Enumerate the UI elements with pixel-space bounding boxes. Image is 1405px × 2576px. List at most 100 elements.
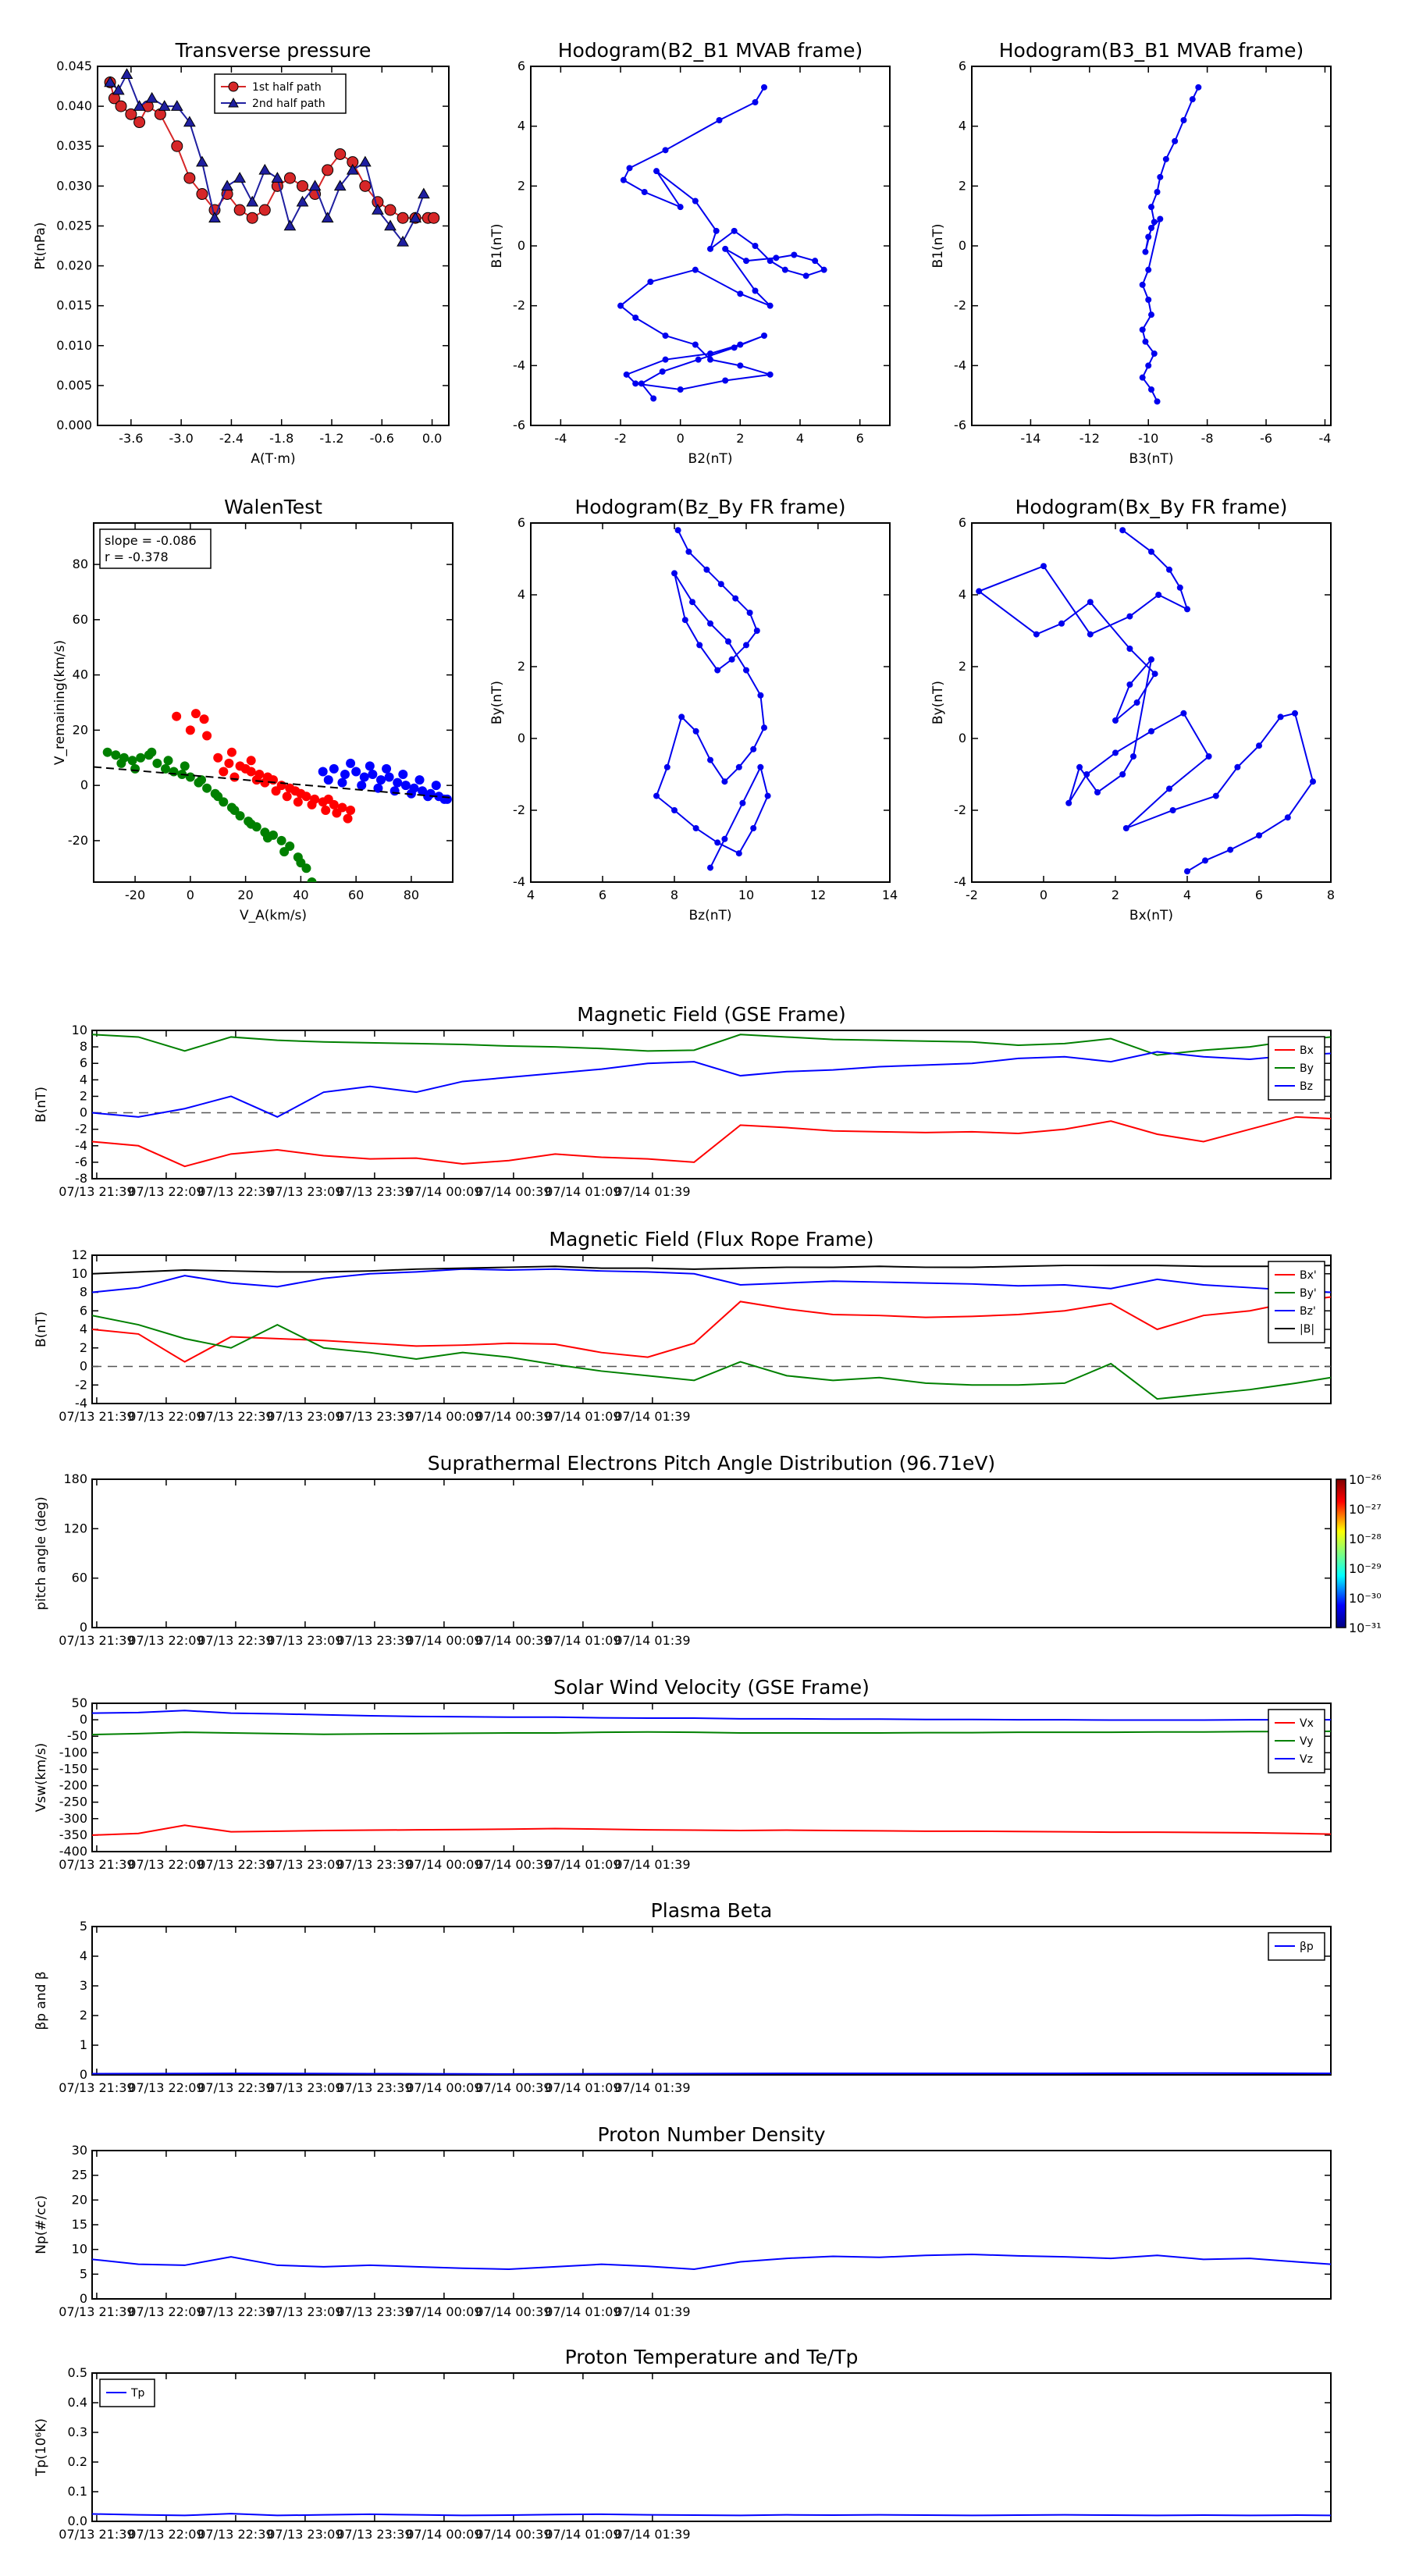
walen-test-series-0-point (246, 756, 256, 766)
panel-hodogram-b3-b1: Hodogram(B3_B1 MVAB frame) -14 -12 -10 -8 -6 -… (930, 39, 1332, 467)
hodogram-bz-by-series-0-point (721, 835, 728, 842)
beta-data (92, 2072, 1331, 2075)
walen-test-series-0-point (260, 777, 270, 788)
hodogram-bx-by-series-0-point (1284, 814, 1291, 821)
hodogram-b2-b1-ytick-label: -2 (513, 298, 525, 313)
vsw-ytick-label: -200 (59, 1778, 87, 1793)
hodogram-b2-b1-series-0-point (707, 245, 713, 252)
np-xtick-label: 07/14 01:39 (614, 2304, 690, 2319)
mag-fr-ytick-label: 2 (80, 1340, 87, 1355)
hodogram-bz-by-series-0-point (757, 692, 764, 699)
transverse-pressure-series-1-point (183, 116, 196, 127)
walen-test-series-1-point (213, 792, 223, 802)
transverse-pressure-series-1-point (271, 172, 284, 183)
tp-xtick-label: 07/14 01:09 (545, 2527, 621, 2542)
np-xtick-label: 07/13 21:39 (59, 2304, 134, 2319)
transverse-pressure-xtick-label: -1.8 (269, 431, 293, 446)
walen-test-series-1-point (307, 877, 317, 882)
hodogram-b3-b1-ytick-label: 6 (959, 59, 966, 73)
hodogram-b2-b1-ytick-label: 2 (518, 178, 525, 193)
walen-test-series-2-point (357, 781, 367, 791)
vsw-legend-label: Vz (1300, 1753, 1313, 1766)
mag-fr-ytick-label: 8 (80, 1285, 87, 1300)
hodogram-bx-by-xtick-label: 4 (1183, 888, 1191, 902)
mag-fr-legend-label: Bz' (1300, 1305, 1316, 1318)
mag-fr-ytick-label: -4 (75, 1396, 87, 1411)
pad-xtick-label: 07/14 00:39 (475, 1633, 551, 1648)
hodogram-b3-b1-series-0-point (1139, 374, 1146, 381)
mag-gse-xtick-label: 07/13 23:09 (267, 1184, 343, 1199)
transverse-pressure-series-0-point (397, 212, 409, 224)
hodogram-bx-by-ytick-label: 2 (959, 659, 966, 674)
hodogram-bx-by-series-0-point (1184, 606, 1190, 613)
hodogram-bx-by-series-0-point (1119, 771, 1126, 777)
hodogram-b3-b1-series-0-point (1151, 350, 1158, 357)
walen-test-series-2-point (414, 775, 425, 785)
mag-gse-legend-label: By (1300, 1062, 1314, 1075)
np-ytick-label: 25 (72, 2168, 87, 2183)
hodogram-b2-b1-series-0-point (767, 258, 774, 265)
walen-test-series-2-point (373, 783, 383, 793)
walen-test-series-0-point (229, 772, 240, 782)
hodogram-bz-by-xlabel: Bz(nT) (688, 908, 731, 923)
hodogram-bx-by-series-0-point (1087, 599, 1094, 606)
tp-ytick-label: 0.3 (68, 2425, 87, 2439)
transverse-pressure-series-0-point (428, 212, 440, 224)
transverse-pressure-series-1-point (409, 212, 422, 222)
np-xtick-label: 07/14 01:09 (545, 2304, 621, 2319)
walen-test-series-2-point (329, 763, 339, 774)
mag-fr-series-1-line (92, 1315, 1331, 1400)
mag-fr-ytick-label: 6 (80, 1303, 87, 1318)
hodogram-b3-b1-ytick-label: -6 (954, 418, 966, 432)
hodogram-bx-by-series-0-point (1205, 753, 1212, 760)
mag-gse-xtick-label: 07/13 23:39 (336, 1184, 412, 1199)
walen-test-series-2-point (368, 770, 378, 779)
np-xtick-label: 07/13 23:09 (267, 2304, 343, 2319)
transverse-pressure-xtick-label: -0.6 (370, 431, 394, 446)
hodogram-bz-by-series-0-point (696, 642, 703, 649)
mag-fr-series-0-line (92, 1296, 1331, 1363)
tp-ylabel: Tp(10⁶K) (34, 2418, 49, 2477)
beta-xtick-label: 07/14 01:09 (545, 2080, 621, 2095)
mag-gse-ytick-label: -6 (75, 1155, 87, 1169)
panel-hodogram-bz-by: Hodogram(Bz_By FR frame) 4 6 8 10 12 14 -4 -2 0 2 4… (489, 496, 898, 923)
hodogram-b2-b1-series-0-point (692, 197, 699, 205)
hodogram-b3-b1-series-0-point (1157, 173, 1164, 180)
hodogram-b2-b1-xtick-label: 0 (677, 431, 685, 446)
mag-fr-ytick-label: 0 (80, 1359, 87, 1374)
hodogram-bz-by-ytick-label: 6 (518, 515, 525, 530)
np-ylabel: Np(#/cc) (34, 2195, 49, 2254)
np-ytick-label: 0 (80, 2291, 87, 2306)
walen-test-series-0-point (172, 711, 182, 721)
hodogram-bz-by-series-0-point (714, 839, 721, 846)
walen-test-xtick-label: 80 (404, 888, 419, 902)
hodogram-b3-b1-series-0-point (1139, 281, 1146, 288)
transverse-pressure-series-1-point (133, 100, 146, 111)
walen-test-xtick-label: 20 (237, 888, 253, 902)
vsw-xtick-label: 07/14 01:09 (545, 1857, 621, 1872)
walen-test-series-0-point (301, 792, 311, 802)
vsw-ylabel: Vsw(km/s) (34, 1743, 49, 1813)
walen-test-frame (93, 522, 454, 883)
hodogram-bz-by-ytick-label: 2 (518, 659, 525, 674)
walen-test-series-2-point (384, 772, 394, 782)
hodogram-b2-b1-series-0-point (737, 290, 744, 297)
transverse-pressure-legend-label: 1st half path (252, 81, 322, 94)
hodogram-bz-by-series-0-point (753, 628, 760, 634)
pad-ytick-label: 0 (80, 1620, 87, 1635)
walen-test-series-2-point (337, 777, 347, 788)
hodogram-b2-b1-ytick-label: 0 (518, 238, 525, 253)
vsw-xtick-label: 07/13 23:39 (336, 1857, 412, 1872)
walen-test-series-1-point (246, 819, 256, 829)
hodogram-bx-by-series-0-point (1112, 717, 1119, 724)
beta-ytick-label: 0 (80, 2067, 87, 2082)
hodogram-bz-by-series-0-point (678, 713, 685, 720)
transverse-pressure-series-1-point (233, 172, 247, 183)
hodogram-bx-by-series-0-point (1040, 563, 1047, 570)
panel-hodogram-b2-b1: Hodogram(B2_B1 MVAB frame) -4 -2 0 2 4 6 -6 -4 -2… (489, 39, 891, 467)
mag-fr-xtick-label: 07/14 00:09 (406, 1409, 482, 1424)
hodogram-bx-by-series-0-point (1176, 584, 1183, 591)
tp-xtick-label: 07/13 22:09 (128, 2527, 204, 2542)
